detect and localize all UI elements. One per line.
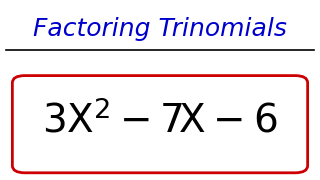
FancyBboxPatch shape bbox=[12, 76, 308, 173]
Text: $\mathregular{3X^{2} - 7X - 6}$: $\mathregular{3X^{2} - 7X - 6}$ bbox=[42, 101, 278, 140]
Text: Factoring Trinomials: Factoring Trinomials bbox=[33, 17, 287, 41]
